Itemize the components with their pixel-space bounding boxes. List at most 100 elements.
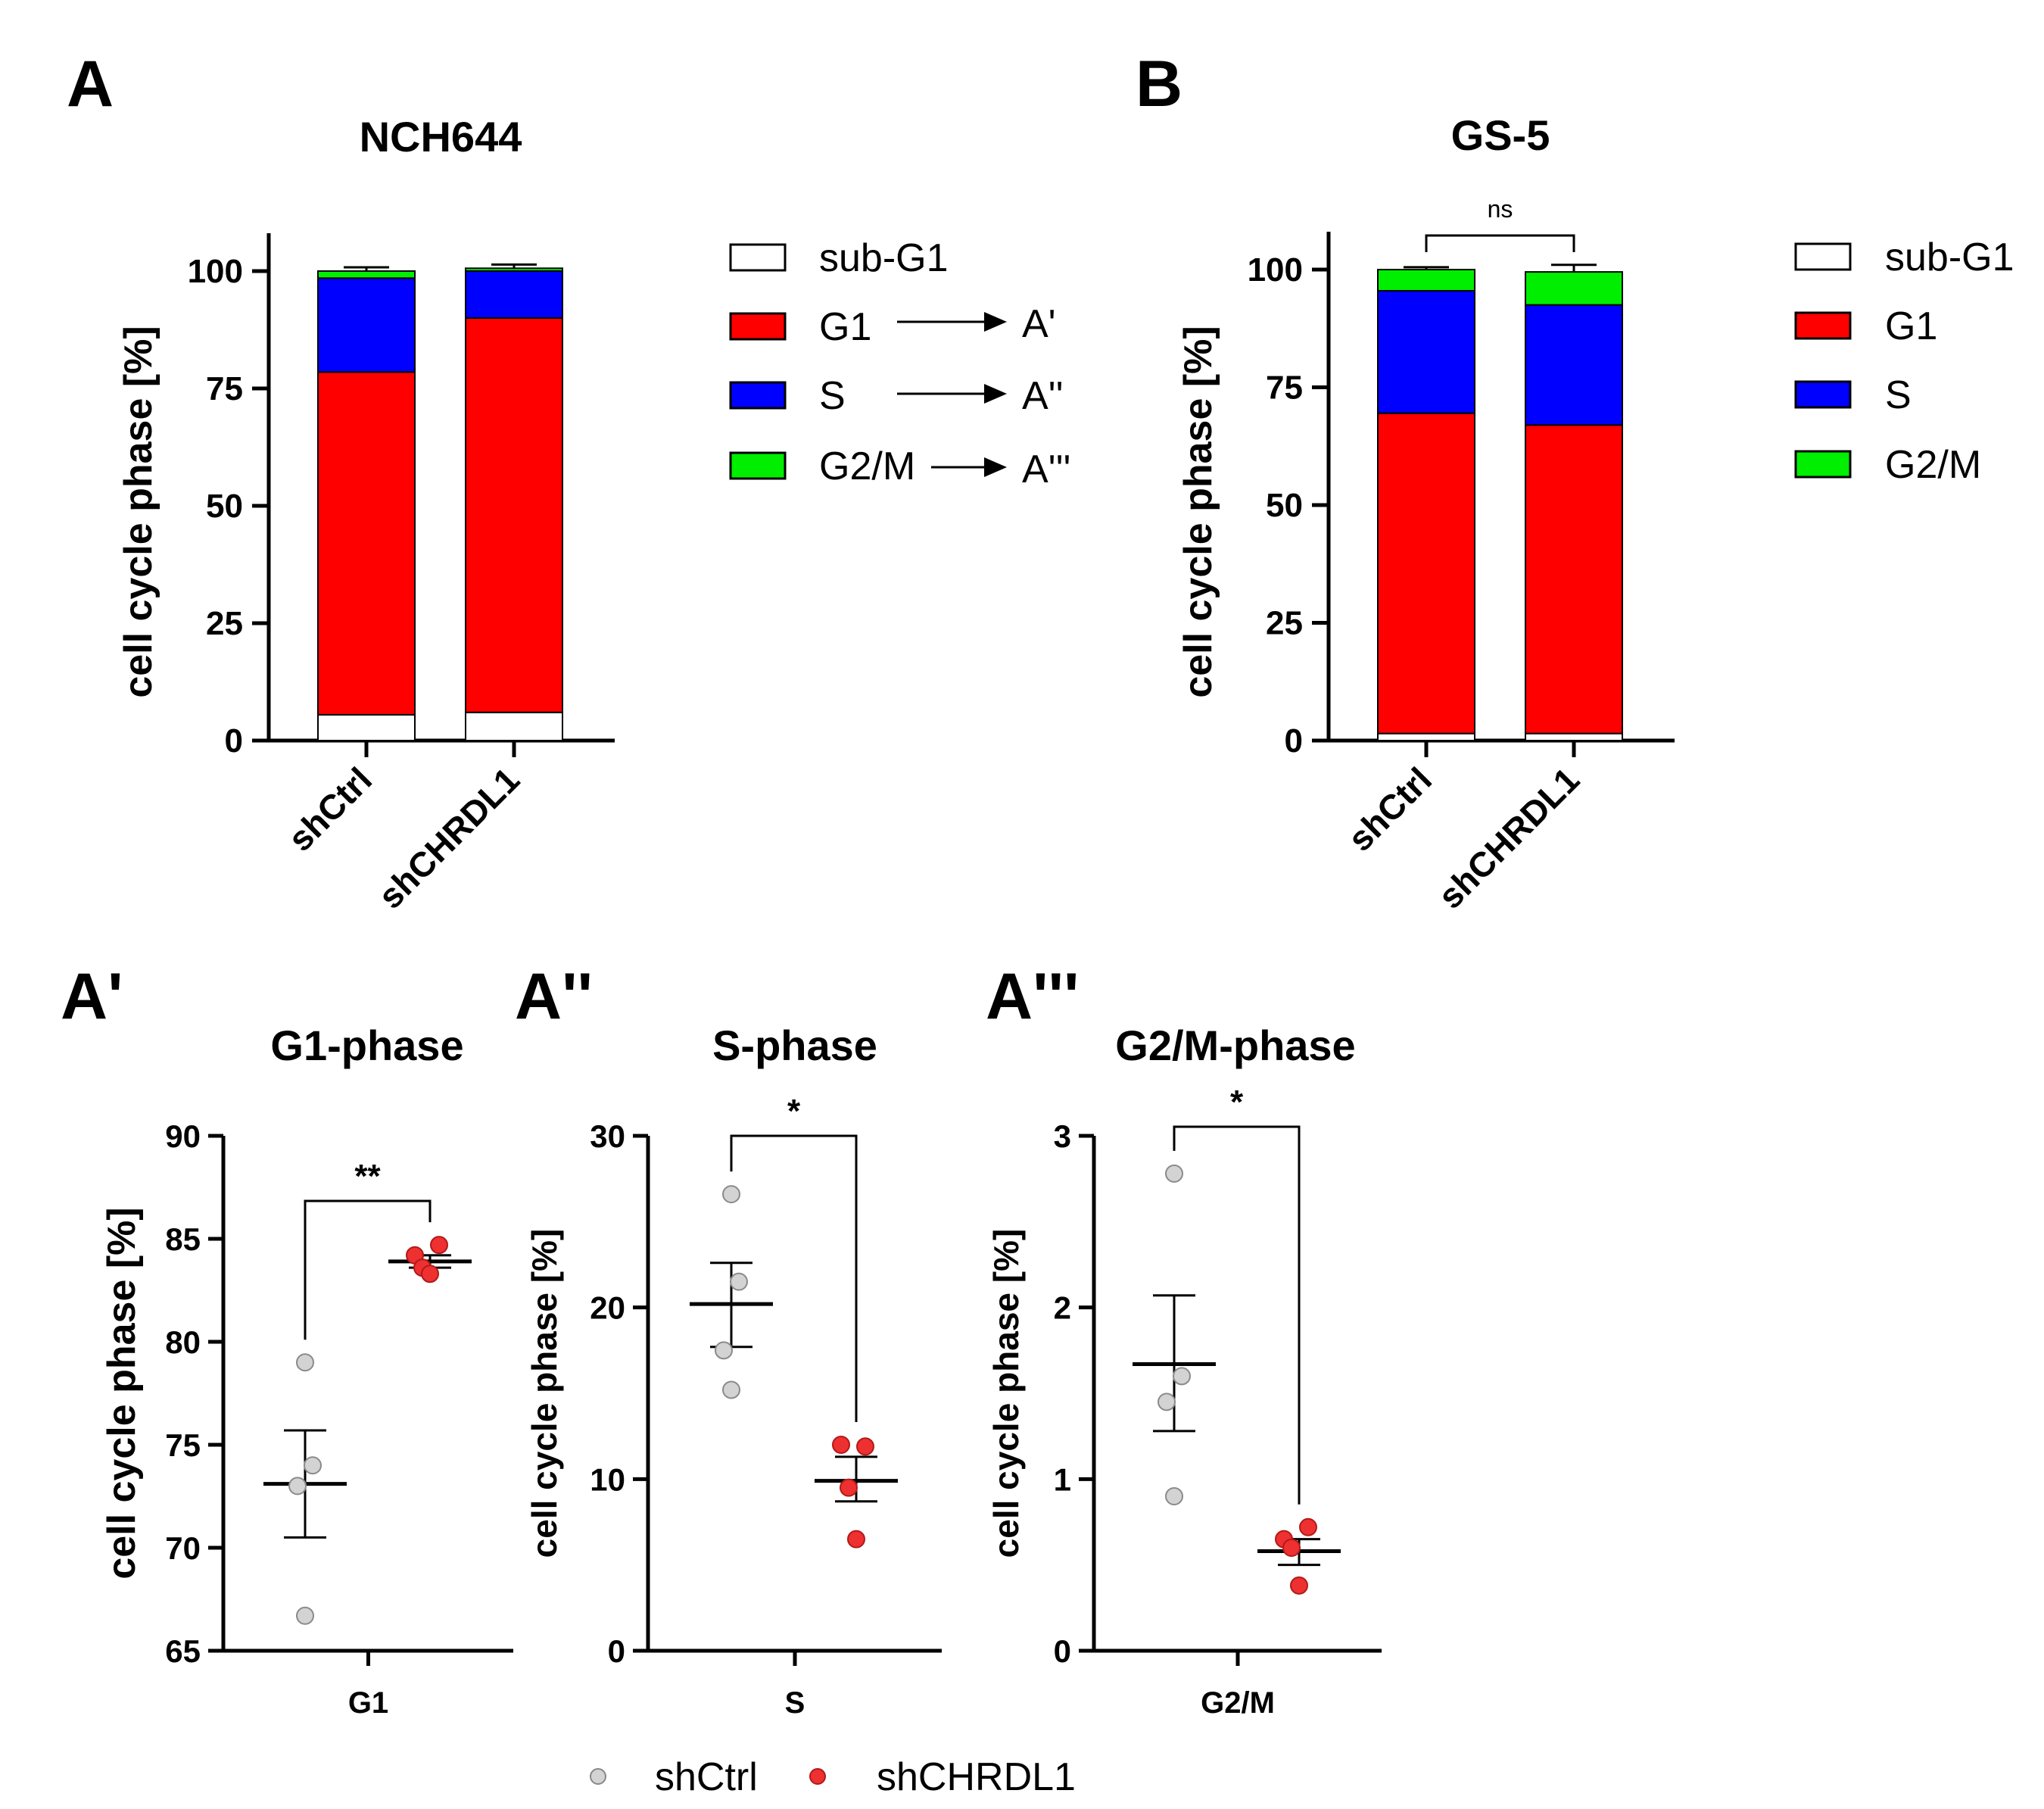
panel-a2: A'' S-phase cell cycle phase [%] 0 10 20 30… (515, 960, 942, 1720)
panel-a1: A' G1-phase cell cycle phase [%] 65 70 75 8… (61, 960, 513, 1720)
data-point-shctrl (288, 1477, 307, 1496)
legend-b-swatch-g2m (1794, 450, 1852, 479)
data-point-shchrdl1 (1290, 1576, 1308, 1595)
y-tick-label: 50 (206, 488, 243, 525)
y-axis-label-a1: cell cycle phase [%] (100, 1207, 144, 1579)
y-tick-label: 3 (1054, 1118, 1071, 1154)
bar-segment-subg1-shchrdl1 (1525, 732, 1623, 741)
y-tick-label: 65 (165, 1633, 201, 1669)
legend-swatch-g1 (729, 312, 787, 341)
arrow-icon-s (897, 384, 1007, 404)
legend-b-swatch-subg1 (1794, 242, 1852, 271)
legend-label-s: S (819, 374, 846, 418)
y-tick-label: 75 (206, 370, 243, 407)
legend-b-label-s: S (1885, 373, 1912, 417)
y-tick-label: 50 (1266, 487, 1303, 524)
legend-dot-shchrdl1 (809, 1768, 826, 1785)
dot-legend: shCtrl shCHRDL1 (590, 1755, 1076, 1799)
y-tick-label: 70 (165, 1530, 201, 1566)
y-tick-label: 1 (1054, 1461, 1071, 1497)
legend-label-shchrdl1: shCHRDL1 (877, 1755, 1076, 1799)
plot-area-a3: 0 1 2 3 G2/M * (1054, 1084, 1382, 1720)
data-point-shctrl (722, 1185, 740, 1204)
bar-segment-g2m-shctrl (317, 270, 416, 279)
bar-segment-subg1-shctrl (317, 713, 416, 742)
y-tick-label: 2 (1054, 1290, 1071, 1326)
y-tick-label: 0 (608, 1633, 625, 1669)
bar-segment-g1-shctrl (1377, 412, 1475, 735)
panel-letter-a2: A'' (515, 960, 593, 1033)
legend-label-g1: G1 (819, 305, 871, 349)
panel-b: B GS-5 cell cycle phase [%] 0 25 50 75 100 sh… (1136, 48, 2014, 916)
data-point-shctrl (1173, 1367, 1191, 1386)
y-tick-label: 75 (165, 1427, 201, 1463)
data-point-shchrdl1 (430, 1236, 448, 1255)
bar-segment-s-shctrl (317, 277, 416, 373)
x-category-label: shCtrl (280, 759, 379, 859)
legend-b-label-subg1: sub-G1 (1885, 235, 2014, 279)
panel-letter-a: A (67, 48, 114, 120)
plot-area-a2: 0 10 20 30 S * (590, 1093, 942, 1720)
significance-bracket (304, 1199, 432, 1340)
bar-segment-g1-shchrdl1 (465, 317, 563, 713)
bar-segment-g2m-shchrdl1 (1525, 271, 1623, 306)
significance-label: ns (1488, 195, 1513, 223)
bar-segment-g2m-shchrdl1 (465, 267, 563, 272)
data-point-shctrl (715, 1341, 733, 1360)
x-category-label: G2/M (1201, 1686, 1275, 1720)
x-category-label: G1 (348, 1686, 388, 1720)
arrow-target-a1: A' (1022, 302, 1056, 346)
chart-title-a3: G2/M-phase (1115, 1021, 1355, 1069)
significance-bracket (1173, 1125, 1301, 1505)
y-tick-label: 0 (225, 722, 243, 759)
y-tick-label: 75 (1266, 370, 1303, 407)
legend-b-swatch-s (1794, 380, 1852, 409)
legend-label-g2m: G2/M (819, 444, 915, 488)
legend-a: sub-G1 G1 S G2/M A' A'' A''' (729, 236, 1070, 491)
y-tick-label: 30 (590, 1118, 625, 1154)
chart-title-b: GS-5 (1451, 111, 1550, 159)
panel-letter-b: B (1136, 48, 1182, 120)
data-point-shctrl (304, 1456, 322, 1475)
bar-segment-g1-shchrdl1 (1525, 424, 1623, 735)
y-tick-label: 100 (1248, 251, 1303, 289)
y-axis-label-a2: cell cycle phase [%] (525, 1229, 564, 1558)
y-tick-label: 100 (188, 253, 243, 290)
bar-segment-s-shctrl (1377, 289, 1475, 414)
arrow-target-a2: A'' (1022, 374, 1064, 418)
x-category-label: S (785, 1686, 805, 1720)
legend-swatch-s (729, 381, 787, 410)
data-point-shchrdl1 (1299, 1517, 1317, 1536)
data-point-shchrdl1 (840, 1478, 858, 1497)
legend-b-swatch-g1 (1794, 311, 1852, 340)
legend-swatch-subg1 (729, 243, 787, 272)
data-point-shctrl (1165, 1164, 1183, 1183)
legend-b-label-g2m: G2/M (1885, 443, 1981, 487)
significance-label: * (787, 1093, 801, 1130)
y-tick-label: 25 (1266, 605, 1303, 642)
bar-segment-g2m-shctrl (1377, 269, 1475, 292)
legend-b: sub-G1 G1 S G2/M (1794, 235, 2014, 487)
y-axis-label-a3: cell cycle phase [%] (986, 1229, 1026, 1558)
arrow-target-a3: A''' (1022, 448, 1070, 491)
data-point-shctrl (1158, 1393, 1176, 1411)
bar-segment-subg1-shchrdl1 (465, 711, 563, 741)
significance-bracket (1425, 234, 1575, 252)
data-point-shctrl (1165, 1487, 1183, 1505)
legend-label-shctrl: shCtrl (655, 1755, 758, 1799)
chart-title-a1: G1-phase (270, 1021, 463, 1069)
y-axis-label-b: cell cycle phase [%] (1176, 326, 1220, 697)
y-tick-label: 10 (590, 1461, 625, 1497)
panel-a: A NCH644 cell cycle phase [%] 0 25 50 75 100… (67, 48, 1070, 916)
bar-segment-subg1-shctrl (1377, 732, 1475, 741)
data-point-shchrdl1 (832, 1436, 850, 1454)
y-tick-label: 20 (590, 1290, 625, 1326)
x-category-label: shCHRDL1 (1430, 759, 1587, 916)
significance-label: * (1230, 1084, 1244, 1121)
legend-b-label-g1: G1 (1885, 304, 1937, 348)
chart-title-a2: S-phase (712, 1021, 877, 1069)
bar-segment-s-shchrdl1 (465, 270, 563, 319)
y-tick-label: 90 (165, 1118, 201, 1154)
